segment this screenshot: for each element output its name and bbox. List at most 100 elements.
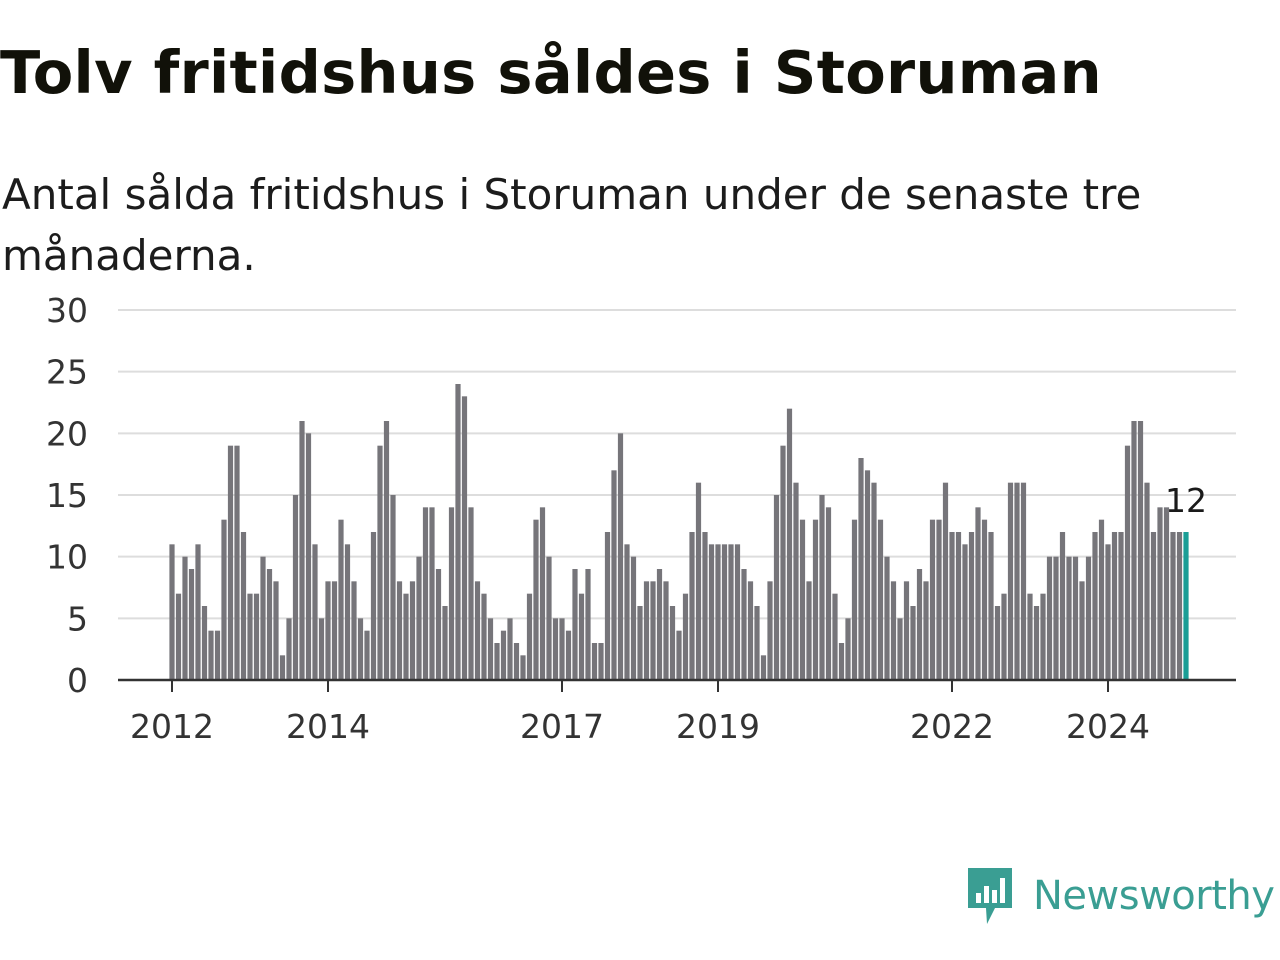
bar bbox=[617, 433, 624, 680]
bar bbox=[279, 655, 286, 680]
bar bbox=[819, 495, 825, 680]
bar bbox=[195, 544, 201, 680]
bar bbox=[884, 556, 890, 680]
bar bbox=[793, 482, 799, 680]
bar bbox=[455, 384, 461, 680]
x-tick-label: 2012 bbox=[130, 707, 214, 746]
bar bbox=[624, 544, 630, 680]
y-tick-label: 15 bbox=[46, 476, 88, 515]
bar bbox=[1007, 482, 1014, 680]
bar bbox=[533, 519, 539, 680]
bar bbox=[1001, 593, 1007, 680]
bar bbox=[682, 593, 689, 680]
bar bbox=[923, 581, 929, 680]
bar bbox=[552, 618, 559, 680]
bar bbox=[812, 519, 819, 680]
bar bbox=[1124, 445, 1131, 680]
bar bbox=[676, 630, 682, 680]
bar bbox=[1105, 544, 1111, 680]
y-tick-label: 5 bbox=[67, 599, 88, 638]
bar bbox=[286, 618, 292, 680]
bar bbox=[942, 482, 949, 680]
bar bbox=[188, 569, 195, 680]
bar bbox=[955, 532, 962, 680]
bar bbox=[1176, 532, 1183, 680]
bar bbox=[305, 433, 312, 680]
bar bbox=[1092, 532, 1098, 680]
x-tick-label: 2022 bbox=[910, 707, 994, 746]
bar bbox=[747, 581, 754, 680]
y-tick-label: 0 bbox=[67, 661, 88, 700]
bar bbox=[630, 556, 637, 680]
x-tick-label: 2017 bbox=[520, 707, 604, 746]
bar bbox=[708, 544, 715, 680]
y-tick-label: 10 bbox=[46, 538, 88, 577]
bar bbox=[1040, 593, 1046, 680]
y-tick-label: 25 bbox=[46, 353, 88, 392]
bar bbox=[1066, 556, 1072, 680]
bar bbox=[1170, 532, 1176, 680]
bar bbox=[1085, 556, 1092, 680]
bar bbox=[689, 532, 695, 680]
bar bbox=[806, 581, 812, 680]
bar bbox=[585, 569, 591, 680]
bar bbox=[247, 593, 253, 680]
bar bbox=[1157, 507, 1163, 680]
bar bbox=[858, 458, 864, 680]
bar bbox=[227, 445, 234, 680]
bar bbox=[871, 482, 877, 680]
bar bbox=[182, 556, 188, 680]
bar bbox=[390, 495, 396, 680]
y-tick-label: 20 bbox=[46, 414, 88, 453]
brand-name: Newsworthy bbox=[1033, 873, 1275, 919]
bar bbox=[507, 618, 513, 680]
bar bbox=[448, 507, 455, 680]
bar bbox=[637, 606, 643, 680]
bar bbox=[1118, 532, 1124, 680]
bar bbox=[1150, 532, 1157, 680]
x-tick-label: 2014 bbox=[286, 707, 370, 746]
bar bbox=[715, 544, 721, 680]
bar bbox=[988, 532, 994, 680]
bar bbox=[669, 606, 676, 680]
bar bbox=[1053, 556, 1059, 680]
bar bbox=[208, 630, 214, 680]
bar bbox=[838, 643, 845, 680]
y-tick-label: 30 bbox=[46, 291, 88, 330]
bar bbox=[1020, 482, 1027, 680]
x-tick-label: 2019 bbox=[676, 707, 760, 746]
bar bbox=[344, 544, 351, 680]
bar bbox=[312, 544, 318, 680]
bar bbox=[578, 593, 585, 680]
bar bbox=[487, 618, 494, 680]
bar bbox=[1059, 532, 1066, 680]
bar bbox=[221, 519, 227, 680]
bar bbox=[422, 507, 429, 680]
bar bbox=[1079, 581, 1085, 680]
bar bbox=[786, 408, 793, 680]
bar bbox=[864, 470, 871, 680]
bar bbox=[962, 544, 968, 680]
bar bbox=[903, 581, 910, 680]
bar bbox=[825, 507, 832, 680]
bar bbox=[214, 630, 221, 680]
bar bbox=[292, 495, 299, 680]
y-axis-ticks: 0 5 10 15 20 25 30 bbox=[46, 291, 88, 700]
bar bbox=[832, 593, 838, 680]
bar bbox=[916, 569, 923, 680]
bar bbox=[643, 581, 650, 680]
bar bbox=[936, 519, 942, 680]
bar bbox=[877, 519, 884, 680]
bar bbox=[975, 507, 981, 680]
bar bbox=[338, 519, 344, 680]
bar bbox=[1163, 507, 1170, 680]
bar bbox=[325, 581, 331, 680]
bar bbox=[968, 532, 975, 680]
bar bbox=[403, 593, 409, 680]
bar bbox=[481, 593, 487, 680]
latest-value-label: 12 bbox=[1165, 481, 1207, 520]
bar bbox=[897, 618, 903, 680]
bar bbox=[1111, 532, 1118, 680]
bar bbox=[650, 581, 656, 680]
chart-title: Tolv fritidshus såldes i Storuman bbox=[0, 38, 1102, 107]
